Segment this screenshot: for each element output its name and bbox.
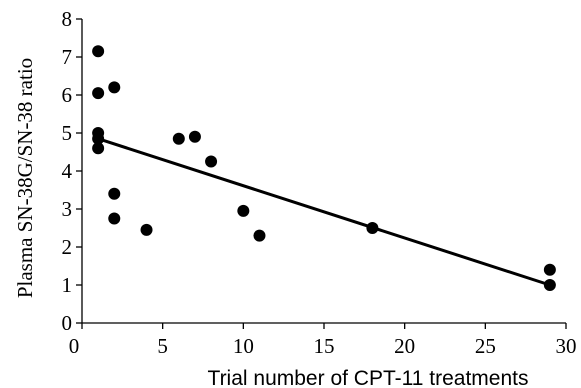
data-point xyxy=(92,132,105,145)
y-tick-label: 1 xyxy=(62,273,73,297)
x-tick-label: 5 xyxy=(157,334,168,358)
x-tick-label: 20 xyxy=(394,334,415,358)
data-point xyxy=(253,229,266,242)
x-tick-label: 10 xyxy=(233,334,254,358)
x-axis-ticks: 0 5 10 15 20 25 30 xyxy=(69,323,577,358)
y-tick-label: 8 xyxy=(62,7,73,31)
y-tick-label: 4 xyxy=(62,159,73,183)
x-tick-label: 30 xyxy=(556,334,577,358)
y-tick-label: 2 xyxy=(62,235,73,259)
data-point xyxy=(205,155,218,168)
y-tick-label: 6 xyxy=(62,83,73,107)
y-axis-ticks: 0 1 2 3 4 5 6 7 8 xyxy=(62,7,82,335)
x-tick-label: 15 xyxy=(314,334,335,358)
data-point xyxy=(108,212,121,225)
data-point xyxy=(92,87,105,100)
data-point xyxy=(108,187,121,200)
y-axis-label: Plasma SN-38G/SN-38 ratio xyxy=(13,58,37,298)
data-point xyxy=(188,130,201,143)
data-point xyxy=(172,132,185,145)
y-tick-label: 5 xyxy=(62,121,73,145)
data-point xyxy=(92,142,105,155)
y-tick-label: 0 xyxy=(62,311,73,335)
y-tick-label: 3 xyxy=(62,197,73,221)
y-tick-label: 7 xyxy=(62,45,73,69)
data-point xyxy=(237,204,250,217)
axes xyxy=(81,19,566,324)
data-point xyxy=(140,223,153,236)
data-point xyxy=(543,263,556,276)
data-point xyxy=(108,81,121,94)
data-point xyxy=(543,279,556,291)
data-point xyxy=(92,45,105,58)
x-axis-label: Trial number of CPT-11 treatments xyxy=(208,367,529,388)
trend-line xyxy=(97,137,551,287)
x-tick-label: 25 xyxy=(475,334,496,358)
x-tick-label: 0 xyxy=(69,334,80,358)
data-point xyxy=(366,222,379,234)
data-points xyxy=(92,45,556,291)
